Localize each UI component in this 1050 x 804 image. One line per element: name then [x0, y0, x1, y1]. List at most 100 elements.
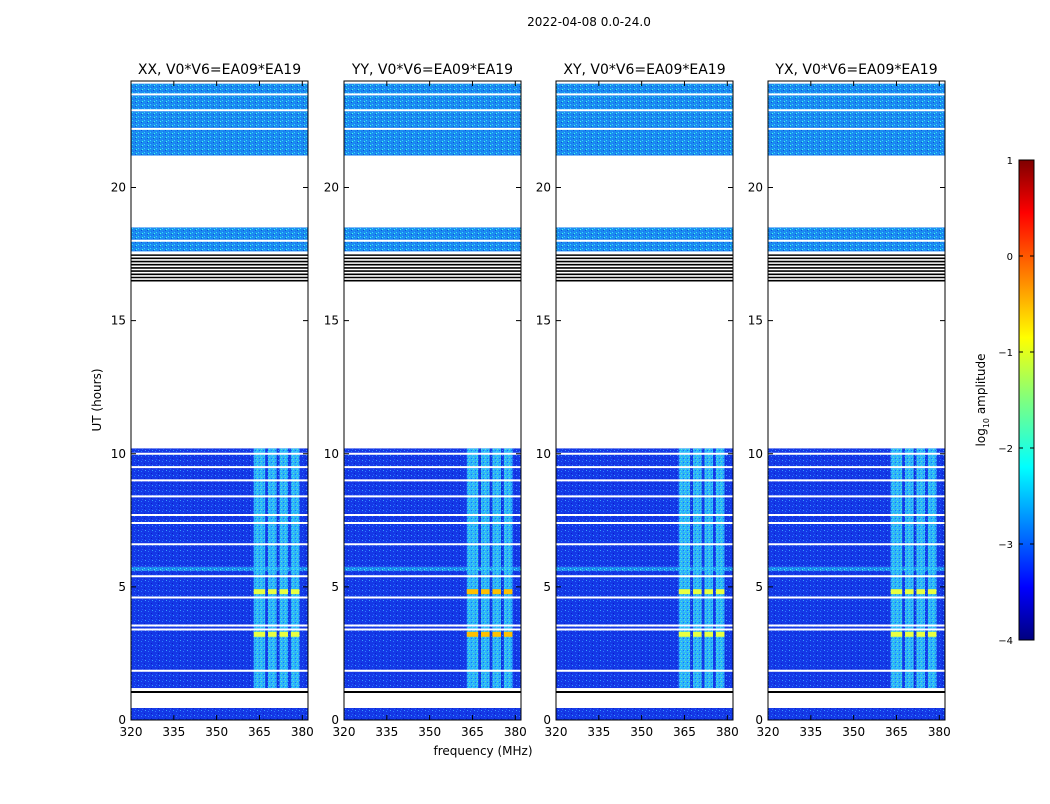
time-block: [131, 708, 308, 720]
rfi-channel: [905, 566, 914, 571]
rfi-channel: [279, 566, 289, 571]
x-tick-label: 320: [333, 725, 356, 739]
x-tick-label: 350: [842, 725, 865, 739]
panel-frame: [130, 80, 309, 721]
rfi-hot-row: [715, 589, 725, 595]
colorbar-tick-label: −2: [998, 444, 1013, 455]
y-axis-label: UT (hours): [90, 368, 104, 431]
rfi-channel: [704, 566, 714, 571]
x-tick-label: 380: [291, 725, 314, 739]
rfi-hot-row: [678, 589, 691, 595]
rfi-channel: [715, 566, 725, 571]
x-tick-label: 380: [716, 725, 739, 739]
rfi-channel: [927, 448, 937, 567]
panel-frame: [343, 80, 522, 721]
x-tick-label: 350: [205, 725, 228, 739]
time-block: [556, 448, 733, 567]
y-tick-label: 5: [543, 580, 551, 594]
time-block: [556, 566, 733, 571]
y-tick-label: 15: [111, 314, 126, 328]
rfi-hot-row: [503, 589, 513, 595]
rfi-channel: [481, 448, 490, 567]
x-tick-label: 320: [545, 725, 568, 739]
rfi-hot-row: [290, 631, 300, 637]
rfi-channel: [693, 566, 702, 571]
y-tick-label: 20: [111, 181, 126, 195]
y-tick-label: 0: [118, 713, 126, 727]
rfi-channel: [253, 566, 266, 571]
panel-title: YX, V0*V6=EA09*EA19: [774, 62, 937, 78]
panel-xy: XY, V0*V6=EA09*EA19 320 335 350 365 380 0 5 10 15…: [536, 62, 739, 739]
rfi-hot-row: [279, 631, 289, 637]
rfi-channel: [268, 448, 277, 567]
rfi-channel: [466, 566, 479, 571]
colorbar-gradient: [1018, 159, 1035, 641]
time-block: [768, 708, 945, 720]
rfi-hot-row: [715, 631, 725, 637]
x-tick-label: 335: [799, 725, 822, 739]
y-tick-label: 20: [748, 181, 763, 195]
panel-title: XX, V0*V6=EA09*EA19: [138, 62, 301, 78]
rfi-hot-row: [905, 631, 914, 637]
x-axis-label: frequency (MHz): [433, 744, 532, 758]
panel-title: YY, V0*V6=EA09*EA19: [351, 62, 513, 78]
colorbar: 10−1−2−3−4 log10 amplitude: [974, 156, 1035, 647]
rfi-hot-row: [927, 589, 937, 595]
x-tick-label: 380: [504, 725, 527, 739]
rfi-channel: [916, 566, 926, 571]
rfi-channel: [693, 448, 702, 567]
rfi-channel: [678, 566, 691, 571]
colorbar-label-sub: 10: [982, 418, 991, 428]
colorbar-tick-label: −1: [998, 348, 1013, 359]
rfi-channel: [481, 566, 490, 571]
rfi-hot-row: [916, 631, 926, 637]
time-block: [131, 227, 308, 252]
rfi-hot-row: [268, 631, 277, 637]
colorbar-label-main: log: [974, 428, 988, 446]
panel-frame: [555, 80, 734, 721]
rfi-channel: [290, 448, 300, 567]
rfi-channel: [466, 448, 479, 567]
rfi-hot-row: [704, 589, 714, 595]
rfi-hot-row: [481, 589, 490, 595]
rfi-hot-row: [693, 589, 702, 595]
y-tick-label: 15: [324, 314, 339, 328]
y-tick-label: 20: [536, 181, 551, 195]
x-tick-label: 365: [461, 725, 484, 739]
rfi-channel: [678, 448, 691, 567]
rfi-hot-row: [466, 589, 479, 595]
rfi-channel: [290, 566, 300, 571]
rfi-channel: [890, 566, 903, 571]
rfi-hot-row: [253, 631, 266, 637]
y-tick-label: 5: [331, 580, 339, 594]
rfi-hot-row: [492, 589, 502, 595]
colorbar-label: log10 amplitude: [974, 354, 991, 447]
rfi-channel: [890, 448, 903, 567]
y-tick-label: 5: [118, 580, 126, 594]
rfi-hot-row: [466, 631, 479, 637]
x-tick-label: 335: [375, 725, 398, 739]
time-block: [344, 566, 521, 571]
panel-yy: YY, V0*V6=EA09*EA19 320 335 350 365 380 0 5 10 15…: [324, 62, 527, 739]
y-tick-label: 15: [536, 314, 551, 328]
x-tick-label: 320: [120, 725, 143, 739]
colorbar-ticks: 1 0 −1 −2 −3 −4: [998, 156, 1034, 647]
y-tick-label: 10: [536, 447, 551, 461]
time-block: [131, 83, 308, 156]
x-tick-label: 365: [248, 725, 271, 739]
colorbar-tick-label: −4: [998, 636, 1013, 647]
rfi-hot-row: [279, 589, 289, 595]
rfi-hot-row: [678, 631, 691, 637]
rfi-hot-row: [503, 631, 513, 637]
rfi-channel: [503, 566, 513, 571]
rfi-hot-row: [268, 589, 277, 595]
rfi-hot-row: [492, 631, 502, 637]
rfi-hot-row: [890, 631, 903, 637]
y-tick-label: 20: [324, 181, 339, 195]
rfi-hot-row: [927, 631, 937, 637]
time-block: [556, 83, 733, 156]
time-block: [768, 566, 945, 571]
x-tick-label: 365: [673, 725, 696, 739]
rfi-hot-row: [481, 631, 490, 637]
